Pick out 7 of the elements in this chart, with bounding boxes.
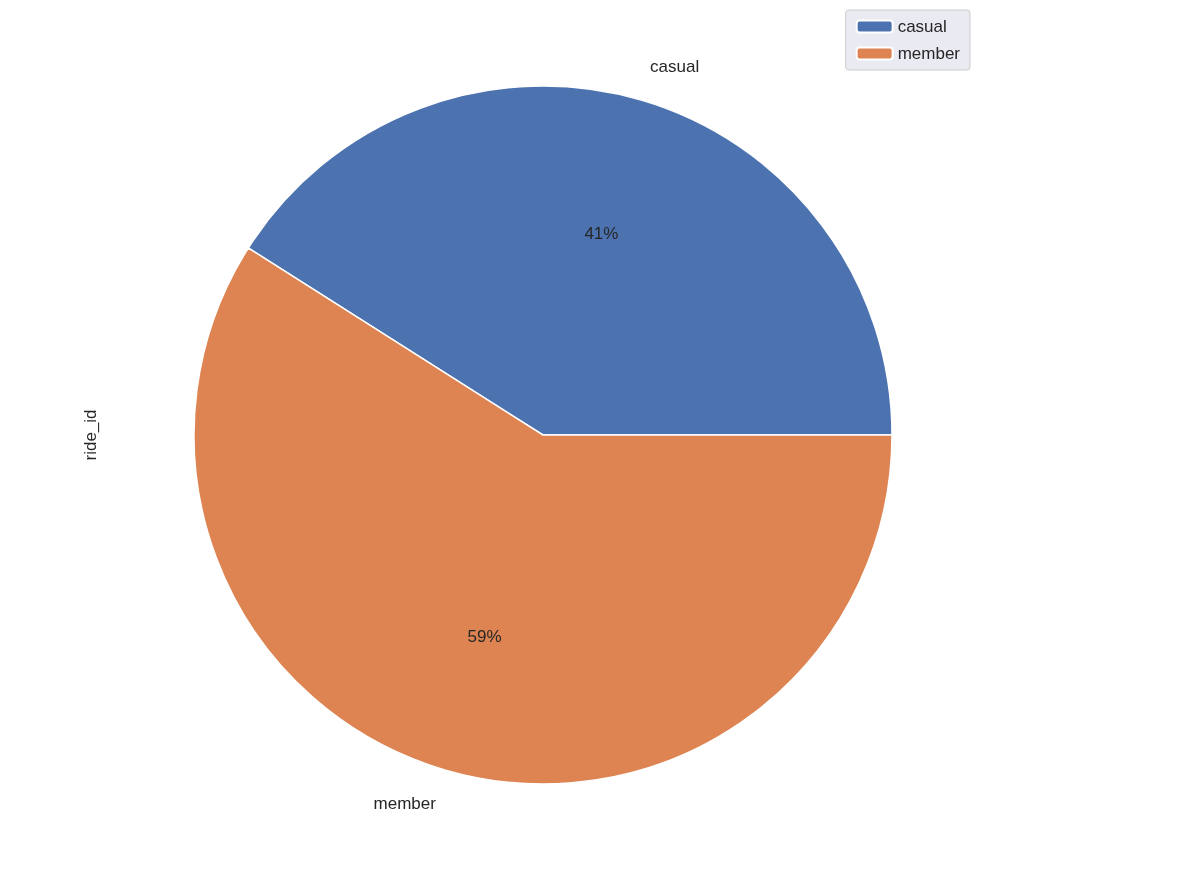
legend-label: member: [897, 44, 961, 63]
legend-label: casual: [897, 17, 947, 36]
data-label: 59%: [467, 626, 502, 646]
slice-label: member: [373, 794, 437, 814]
slice-label: casual: [650, 56, 700, 76]
text: ride_id: [80, 409, 100, 461]
data-label: 41%: [584, 224, 619, 244]
